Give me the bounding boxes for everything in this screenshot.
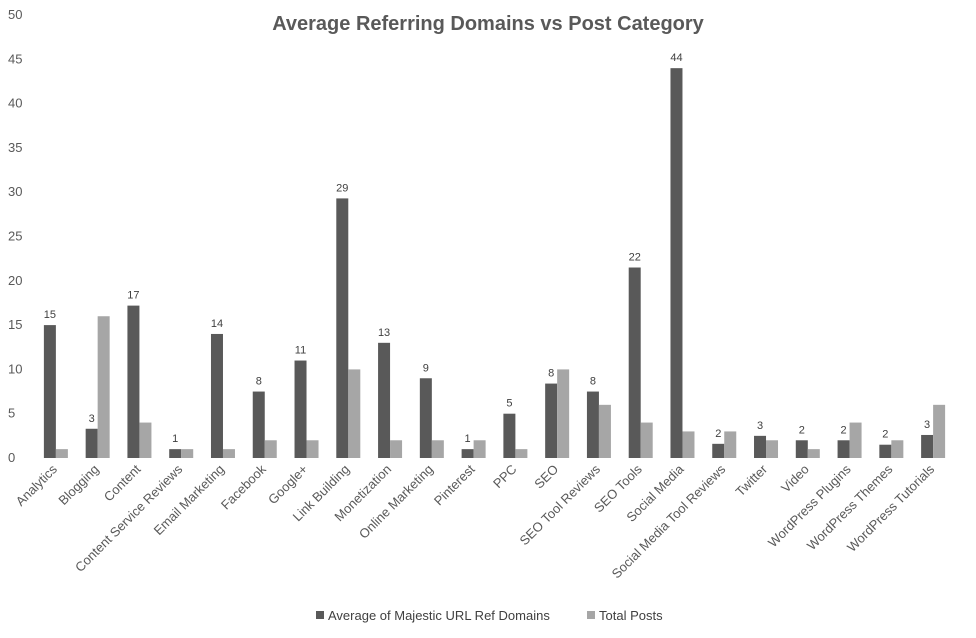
bar-majestic xyxy=(628,267,641,458)
bar-total-posts xyxy=(598,404,611,458)
data-label: 2 xyxy=(799,424,805,436)
legend-swatch-total-posts xyxy=(587,611,595,619)
data-label: 14 xyxy=(211,318,223,330)
y-tick-label: 0 xyxy=(8,450,15,465)
chart-title: Average Referring Domains vs Post Catego… xyxy=(272,13,704,35)
y-tick-label: 50 xyxy=(8,7,22,22)
data-label: 15 xyxy=(44,309,56,321)
bar-majestic xyxy=(252,391,265,458)
bar-majestic xyxy=(712,443,725,458)
x-tick-label: Online Marketing xyxy=(356,462,436,542)
bar-majestic xyxy=(670,68,683,458)
data-label: 5 xyxy=(506,398,512,410)
bar-majestic xyxy=(43,325,56,458)
data-label: 29 xyxy=(336,182,348,194)
data-label: 2 xyxy=(841,424,847,436)
bar-total-posts xyxy=(807,449,820,458)
bar-majestic xyxy=(378,342,391,458)
data-label: 11 xyxy=(295,345,306,357)
data-label: 3 xyxy=(924,419,930,431)
x-tick-label: Video xyxy=(778,462,812,496)
data-label: 17 xyxy=(127,290,139,302)
bar-majestic xyxy=(169,449,182,458)
bar-total-posts xyxy=(431,440,444,458)
data-label: 13 xyxy=(378,327,390,339)
y-axis: 0 5 10 15 20 25 30 35 40 45 50 xyxy=(8,7,22,465)
y-tick-label: 5 xyxy=(8,406,15,421)
y-tick-label: 35 xyxy=(8,140,22,155)
bar-total-posts xyxy=(390,440,403,458)
legend-swatch-majestic xyxy=(316,611,324,619)
bar-majestic xyxy=(586,391,599,458)
data-label: 1 xyxy=(172,433,178,445)
bar-total-posts xyxy=(515,449,528,458)
legend: Average of Majestic URL Ref Domains Tota… xyxy=(316,608,663,623)
bar-majestic xyxy=(210,333,223,458)
data-label: 1 xyxy=(465,433,471,445)
bar-total-posts xyxy=(473,440,486,458)
bar-total-posts xyxy=(348,369,361,458)
data-label: 2 xyxy=(715,428,721,440)
bar-total-posts xyxy=(849,422,862,458)
bar-total-posts xyxy=(766,440,779,458)
bar-total-posts xyxy=(891,440,904,458)
y-tick-label: 10 xyxy=(8,361,22,376)
y-tick-label: 25 xyxy=(8,229,22,244)
data-label: 3 xyxy=(89,413,95,425)
bar-total-posts xyxy=(682,431,695,458)
bar-majestic xyxy=(795,440,808,458)
bar-total-posts xyxy=(306,440,319,458)
y-tick-label: 30 xyxy=(8,184,22,199)
data-label: 44 xyxy=(670,52,682,64)
bar-total-posts xyxy=(264,440,277,458)
legend-label-total-posts: Total Posts xyxy=(599,608,663,623)
bar-majestic xyxy=(127,305,140,458)
bars xyxy=(43,68,946,459)
x-tick-label: Pinterest xyxy=(431,461,478,508)
bar-total-posts xyxy=(222,449,235,458)
data-label: 8 xyxy=(256,376,262,388)
bar-majestic xyxy=(921,434,934,458)
data-label: 2 xyxy=(882,429,888,441)
data-label: 8 xyxy=(548,368,554,380)
bar-majestic xyxy=(461,449,474,458)
bar-total-posts xyxy=(97,316,110,458)
x-tick-label: Analytics xyxy=(13,461,61,509)
x-tick-label: Twitter xyxy=(732,461,770,499)
x-tick-label: SEO xyxy=(531,462,561,492)
bar-total-posts xyxy=(640,422,653,458)
bar-majestic xyxy=(85,428,98,458)
bar-total-posts xyxy=(181,449,194,458)
data-label: 3 xyxy=(757,420,763,432)
x-tick-label: Facebook xyxy=(218,461,269,512)
y-tick-label: 15 xyxy=(8,317,22,332)
x-tick-label: Blogging xyxy=(55,462,101,508)
bar-majestic xyxy=(336,198,349,459)
y-tick-label: 20 xyxy=(8,273,22,288)
y-tick-label: 40 xyxy=(8,96,22,111)
y-tick-label: 45 xyxy=(8,51,22,66)
bar-majestic xyxy=(754,435,767,458)
bar-total-posts xyxy=(139,422,152,458)
legend-label-majestic: Average of Majestic URL Ref Domains xyxy=(328,608,550,623)
bar-total-posts xyxy=(55,449,68,458)
bar-majestic xyxy=(503,413,516,458)
data-label: 8 xyxy=(590,376,596,388)
bar-total-posts xyxy=(724,431,737,458)
bar-total-posts xyxy=(933,404,946,458)
bar-majestic xyxy=(294,360,307,458)
bar-majestic xyxy=(837,440,850,458)
bar-total-posts xyxy=(557,369,570,458)
x-tick-label: PPC xyxy=(490,462,520,492)
bar-majestic xyxy=(419,378,432,458)
bar-majestic xyxy=(545,383,558,458)
bar-majestic xyxy=(879,444,892,458)
data-label: 22 xyxy=(629,252,641,264)
data-label: 9 xyxy=(423,362,429,374)
